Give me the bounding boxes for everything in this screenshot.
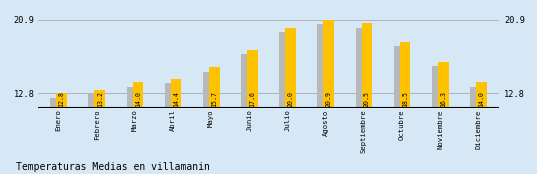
- Bar: [133, 82, 143, 174]
- Bar: [95, 90, 105, 174]
- Text: 20.9: 20.9: [326, 90, 332, 106]
- Text: 20.0: 20.0: [288, 90, 294, 106]
- Bar: [89, 94, 99, 174]
- Bar: [209, 67, 220, 174]
- Text: Temperaturas Medias en villamanin: Temperaturas Medias en villamanin: [16, 162, 210, 172]
- Text: 12.8: 12.8: [59, 90, 64, 106]
- Bar: [247, 50, 258, 174]
- Bar: [361, 23, 372, 174]
- Bar: [355, 28, 366, 174]
- Bar: [279, 33, 290, 174]
- Bar: [323, 20, 334, 174]
- Bar: [438, 62, 448, 174]
- Bar: [171, 79, 182, 174]
- Bar: [203, 72, 214, 174]
- Text: 20.5: 20.5: [364, 90, 370, 106]
- Text: 16.3: 16.3: [440, 90, 446, 106]
- Bar: [56, 93, 67, 174]
- Bar: [317, 24, 328, 174]
- Bar: [50, 98, 61, 174]
- Bar: [470, 87, 481, 174]
- Text: 15.7: 15.7: [211, 90, 217, 106]
- Bar: [476, 82, 487, 174]
- Text: 18.5: 18.5: [402, 90, 408, 106]
- Bar: [432, 66, 442, 174]
- Bar: [241, 54, 252, 174]
- Bar: [165, 83, 176, 174]
- Bar: [285, 28, 296, 174]
- Bar: [394, 46, 404, 174]
- Text: 17.6: 17.6: [250, 90, 256, 106]
- Bar: [400, 42, 410, 174]
- Text: 14.0: 14.0: [135, 90, 141, 106]
- Text: 14.0: 14.0: [478, 90, 484, 106]
- Bar: [127, 87, 137, 174]
- Text: 13.2: 13.2: [97, 90, 103, 106]
- Text: 14.4: 14.4: [173, 90, 179, 106]
